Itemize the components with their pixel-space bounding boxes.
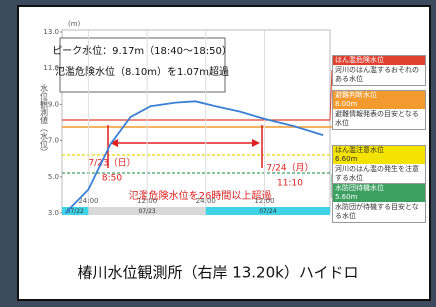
level-title: 避難判断水位: [333, 91, 425, 100]
peak-note: 氾濫危険水位（8.10m）を1.07m超過: [55, 65, 229, 78]
y-tick-label: 9.0: [48, 100, 59, 108]
level-title: はん濫注意水位: [333, 146, 425, 155]
x-tick-label: 12:00: [137, 197, 157, 205]
y-tick-label: 11.0: [43, 64, 59, 72]
y-axis-title: 水位観測値（水位）: [40, 83, 49, 156]
level-note: 避難情報発表の目安となる水位: [333, 109, 425, 129]
date-label: 07/23: [138, 208, 155, 215]
level-note: 水防団が待機する目安となる水位: [333, 202, 425, 222]
y-tick-label: 13.0: [43, 28, 59, 36]
start-label: 8:50: [102, 174, 122, 184]
x-tick-label: 24:00: [196, 197, 216, 205]
screenshot: (m) 水位観測値（水位） ピーク水位：9.17m（18:40〜18:50） 氾…: [0, 0, 436, 307]
caption: 椿川水位観測所（右岸 13.20k）ハイドロ: [77, 264, 358, 282]
end-label: 7/24（月）: [266, 163, 313, 174]
level-value: 5.60m: [333, 193, 425, 202]
level-note: 河川のはん濫するおそれのある水位: [333, 65, 425, 85]
level-note: 河川のはん濫の発生を注意する水位: [333, 164, 425, 184]
end-label: 11:10: [277, 179, 303, 189]
level-value: 8.00m: [333, 100, 425, 109]
y-tick-label: 3.0: [48, 209, 59, 217]
level-title: 水防団待機水位: [333, 184, 425, 193]
x-tick-label: 24:00: [78, 197, 98, 205]
level-box: はん濫危険水位河川のはん濫するおそれのある水位: [332, 55, 426, 86]
date-label: 07/24: [259, 208, 276, 215]
peak-note: ピーク水位：9.17m（18:40〜18:50）: [52, 44, 232, 57]
y-tick-label: 7.0: [48, 137, 59, 145]
y-unit: (m): [68, 20, 81, 28]
start-label: 7/23（日）: [88, 158, 135, 169]
y-tick-label: 5.0: [48, 173, 59, 181]
x-tick-label: 12:00: [254, 197, 274, 205]
level-value: 6.60m: [333, 155, 425, 164]
level-title: はん濫危険水位: [333, 56, 425, 65]
